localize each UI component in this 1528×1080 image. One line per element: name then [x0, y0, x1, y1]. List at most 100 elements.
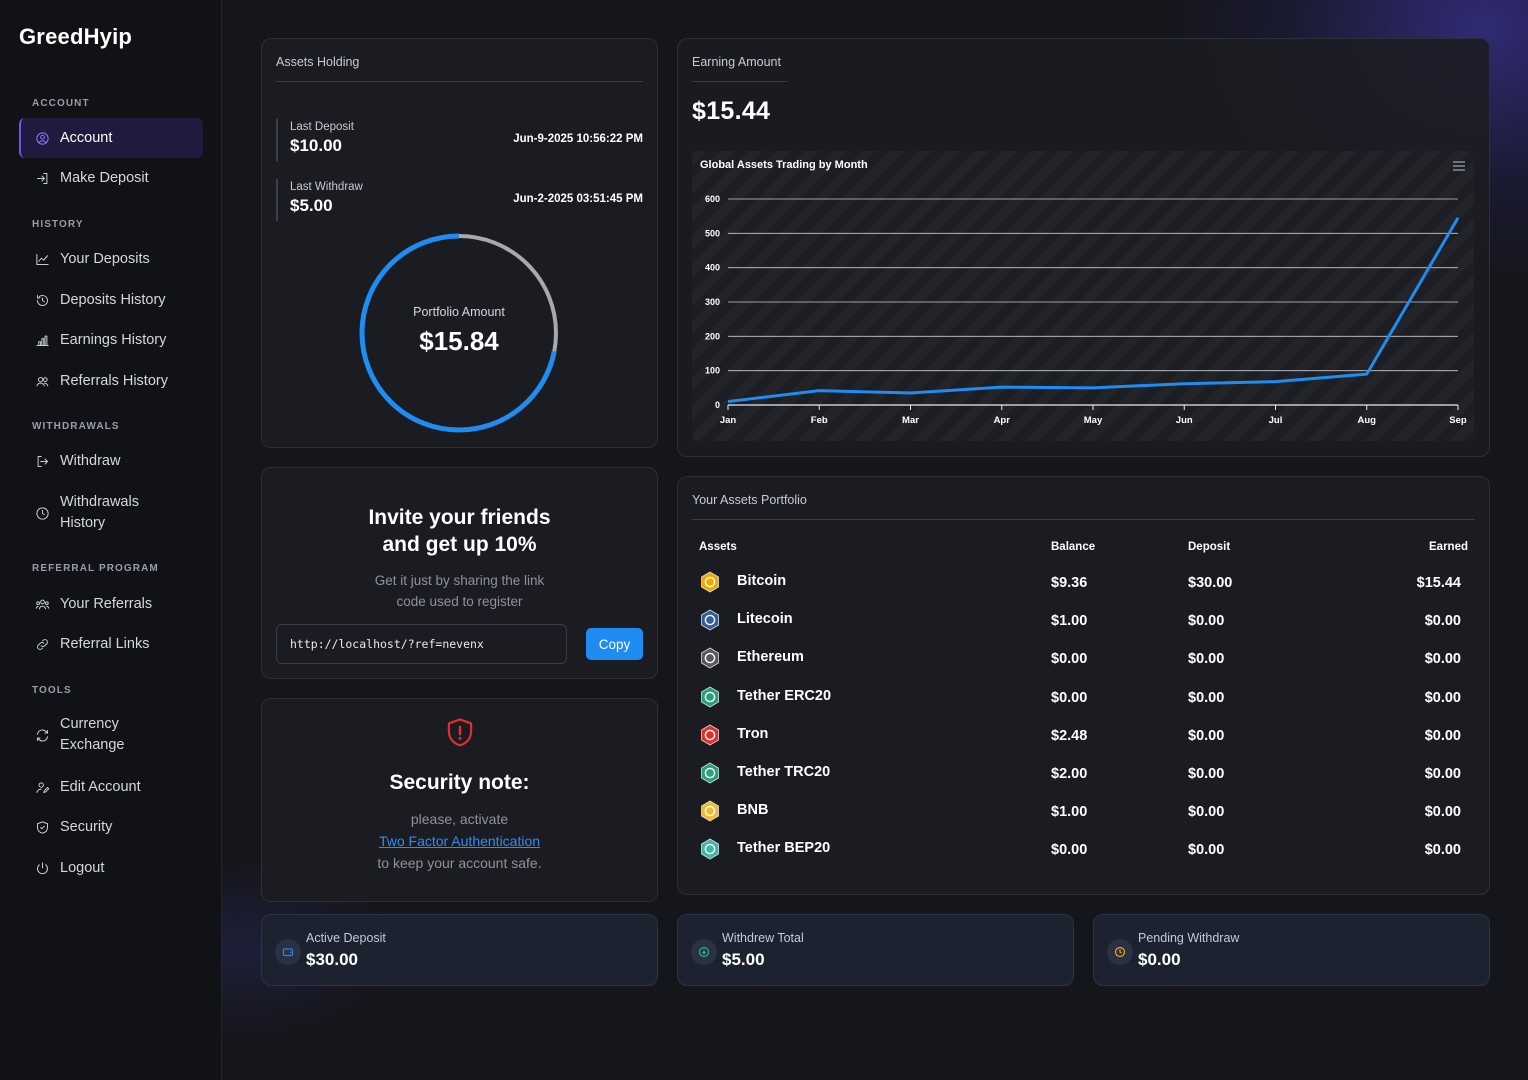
asset-earned: $0.00 — [1424, 766, 1461, 782]
table-row: Tether ERC20 $0.00 $0.00 $0.00 — [692, 677, 1468, 715]
asset-deposit: $30.00 — [1188, 575, 1233, 591]
chart-menu-icon[interactable] — [1452, 161, 1466, 171]
section-title-history: HISTORY — [32, 219, 84, 230]
sidebar-item-earnings-history[interactable]: Earnings History — [19, 320, 203, 360]
chart-title: Global Assets Trading by Month — [700, 159, 868, 171]
asset-deposit: $0.00 — [1188, 651, 1225, 668]
last-deposit-amount: $10.00 — [290, 136, 342, 155]
line-chart-svg: 0 100 200 300 400 500 600 Jan Feb Mar Apr May Jun Jul… — [705, 194, 1467, 426]
earning-amount: $15.44 — [692, 97, 771, 125]
asset-name: Tether BEP20 — [737, 840, 831, 857]
sidebar-item-label: Make Deposit — [60, 170, 149, 186]
tether-icon — [701, 762, 719, 784]
power-icon — [34, 860, 50, 876]
sidebar-item-your-referrals[interactable]: Your Referrals — [19, 584, 203, 624]
user-edit-icon — [34, 779, 50, 795]
portfolio-label: Portfolio Amount — [413, 305, 505, 319]
invite-subtext-line1: Get it just by sharing the link — [374, 573, 545, 588]
security-link-wrap: Two Factor Authentication — [262, 833, 657, 849]
column-header-balance: Balance — [1051, 541, 1096, 553]
asset-earned: $0.00 — [1424, 689, 1461, 706]
sidebar-item-make-deposit[interactable]: Make Deposit — [19, 158, 203, 198]
sidebar-item-label: Withdraw — [60, 453, 121, 469]
sidebar-item-currency-exchange[interactable]: Currency Exchange — [19, 708, 203, 762]
tron-icon — [701, 724, 719, 746]
section-title-tools: TOOLS — [32, 685, 72, 696]
two-factor-link[interactable]: Two Factor Authentication — [378, 833, 541, 849]
sidebar-item-referrals-history[interactable]: Referrals History — [19, 361, 203, 401]
sidebar-item-security[interactable]: Security — [19, 807, 203, 847]
earning-title: Earning Amount — [692, 55, 781, 69]
asset-name: Ethereum — [737, 649, 804, 666]
security-line1: please, activate — [410, 811, 509, 827]
sidebar-item-deposits-history[interactable]: Deposits History — [19, 280, 203, 320]
sidebar-item-account[interactable]: Account — [19, 118, 203, 158]
y-tick-label: 400 — [705, 263, 720, 273]
sidebar-item-withdraw[interactable]: Withdraw — [19, 441, 203, 481]
trend-chart-icon — [34, 251, 50, 267]
login-arrow-icon — [34, 170, 50, 186]
x-tick-label: Mar — [902, 415, 919, 426]
sidebar-item-your-deposits[interactable]: Your Deposits — [19, 239, 203, 279]
sidebar-item-label: Your Referrals — [60, 596, 153, 612]
column-header-deposit: Deposit — [1188, 541, 1231, 553]
sidebar-item-edit-account[interactable]: Edit Account — [19, 767, 203, 807]
x-tick-label: Aug — [1358, 415, 1377, 426]
x-tick-label: Feb — [811, 415, 828, 426]
asset-balance: $2.00 — [1051, 766, 1088, 782]
assets-holding-title: Assets Holding — [276, 55, 360, 69]
sidebar-item-label: Earnings History — [60, 332, 167, 348]
link-icon — [34, 636, 50, 652]
monthly-chart: Global Assets Trading by Month 0 100 200 30… — [692, 151, 1474, 441]
asset-deposit: $0.00 — [1188, 804, 1225, 821]
earning-card: Earning Amount $15.44 Global Assets Trad… — [677, 38, 1490, 457]
invite-heading-line2: and get up 10% — [382, 533, 537, 556]
sidebar-item-logout[interactable]: Logout — [19, 848, 203, 888]
stat-label: Withdrew Total — [722, 931, 804, 945]
wallet-icon — [275, 939, 301, 965]
invite-heading: Invite your friends and get up 10% — [262, 504, 657, 558]
y-tick-label: 500 — [705, 228, 720, 238]
asset-name: BNB — [737, 802, 769, 819]
divider — [692, 519, 1475, 520]
sidebar-item-label: Security — [60, 819, 113, 835]
x-tick-label: Apr — [994, 415, 1011, 426]
sidebar-item-label: Edit Account — [60, 779, 141, 795]
asset-name: Litecoin — [737, 611, 793, 628]
sidebar-item-label: Currency Exchange — [60, 716, 125, 753]
stat-value: $5.00 — [722, 950, 765, 969]
copy-button[interactable]: Copy — [586, 628, 643, 660]
section-title-withdrawals: WITHDRAWALS — [32, 421, 120, 432]
invite-card: Invite your friends and get up 10% Get i… — [261, 467, 658, 679]
column-header-earned: Earned — [1429, 541, 1468, 553]
sidebar-item-withdrawals-history[interactable]: Withdrawals History — [19, 486, 203, 540]
exchange-icon — [34, 727, 50, 743]
asset-balance: $0.00 — [1051, 651, 1088, 668]
sidebar-item-referral-links[interactable]: Referral Links — [19, 624, 203, 664]
referral-link-field[interactable]: http://localhost/?ref=nevenx — [276, 624, 567, 664]
y-tick-label: 600 — [705, 194, 720, 204]
sidebar-item-label: Withdrawals History — [60, 494, 139, 531]
asset-deposit: $0.00 — [1188, 689, 1225, 706]
sidebar: GreedHyip ACCOUNT Account Make Deposit H… — [0, 0, 222, 1080]
sidebar-item-label: Referral Links — [60, 636, 150, 652]
group-icon — [34, 596, 50, 612]
x-tick-label: Jun — [1176, 415, 1193, 426]
portfolio-title: Your Assets Portfolio — [692, 493, 807, 507]
security-shield-icon — [262, 717, 657, 754]
y-tick-label: 0 — [715, 400, 720, 410]
x-tick-label: Jan — [720, 415, 737, 426]
asset-earned: $0.00 — [1424, 842, 1461, 859]
logout-arrow-icon — [34, 453, 50, 469]
clock-icon — [34, 505, 50, 521]
invite-heading-line1: Invite your friends — [368, 506, 551, 529]
sidebar-item-label: Referrals History — [60, 373, 168, 389]
table-row: Tether BEP20 $0.00 $0.00 $0.00 — [692, 829, 1468, 867]
table-row: Tether TRC20 $2.00 $0.00 $0.00 — [692, 753, 1468, 791]
brand-logo[interactable]: GreedHyip — [19, 24, 133, 49]
asset-name: Tron — [737, 725, 769, 742]
asset-balance: $9.36 — [1051, 575, 1088, 591]
shield-icon — [34, 819, 50, 835]
asset-balance: $0.00 — [1051, 689, 1088, 706]
table-row: BNB $1.00 $0.00 $0.00 — [692, 791, 1468, 829]
